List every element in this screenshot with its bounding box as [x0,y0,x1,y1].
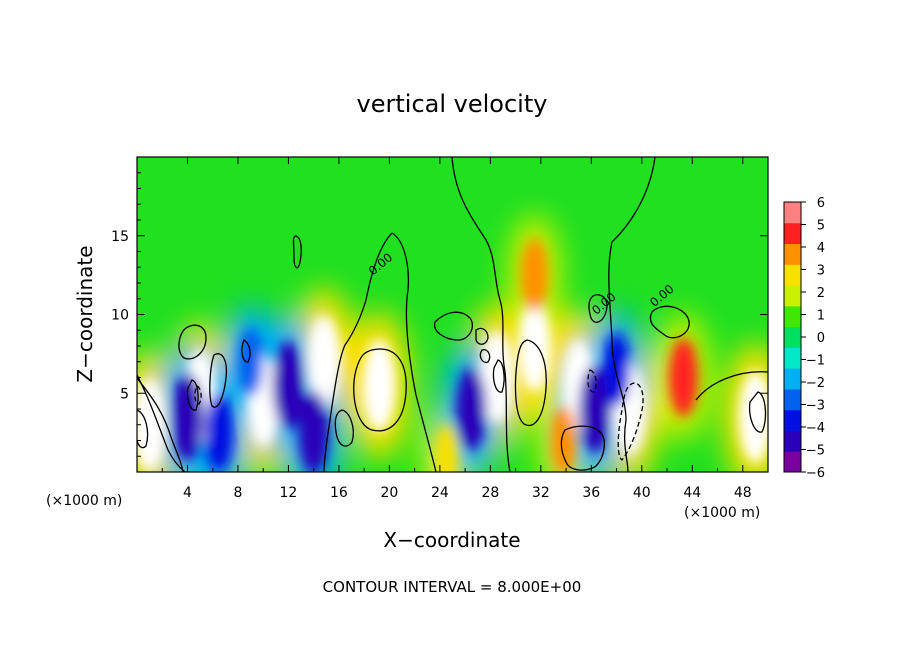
contour-line [209,353,228,408]
y-axis-ticks: 5 10 15 [111,172,768,457]
colorbar-swatch [784,347,801,369]
contour-line-dashed [194,385,202,405]
colorbar-swatch [784,305,801,328]
contour-line [323,232,393,472]
velocity-cell-core [603,332,631,407]
x-tick-label: 44 [683,485,701,501]
contour-line [137,409,149,449]
contour-line [560,425,606,471]
colorbar-swatch [784,285,801,307]
x-tick-label: 40 [633,485,651,501]
colorbar: 6 5 4 3 2 1 0 −1 −2 −3 −4 −5 −6 [783,196,825,481]
colorbar-swatch [784,222,801,245]
velocity-cell-core [237,327,264,397]
x-tick-label: 4 [183,485,192,501]
velocity-cell-core [171,373,204,461]
contour-line-dashed [587,369,597,393]
velocity-cell-core [204,393,234,472]
contour-line [588,294,608,323]
velocity-cell-core [550,405,577,472]
velocity-cell-core [579,365,612,453]
y-tick-label: 5 [120,386,129,402]
colorbar-swatch [784,430,801,452]
x-tick-label: 16 [330,485,348,501]
y-tick-label: 15 [111,229,129,245]
x-axis-ticks: 4 8 12 16 20 24 28 32 36 40 44 48 [161,157,752,501]
x-tick-label: 20 [380,485,398,501]
colorbar-swatch [784,243,801,265]
colorbar-swatch [784,409,801,431]
velocity-cell-core [738,370,768,464]
velocity-cell-core [306,315,341,408]
velocity-cell-core [272,341,305,430]
x-tick-label: 28 [481,485,499,501]
plot-area: 0.000.00 0.00 [137,157,768,472]
colorbar-tick-label: 3 [817,264,825,279]
colorbar-tick-label: −6 [806,466,825,481]
x-tick-label: 36 [582,485,600,501]
contour-line [334,409,354,447]
velocity-cell-core [669,338,698,417]
contour-line [479,349,491,363]
contour-line [608,157,656,472]
colorbar-tick-label: 0 [817,331,825,346]
contour-line [178,324,207,360]
contour-line [748,391,767,433]
colorbar-tick-label: −5 [806,444,825,459]
colorbar-tick-label: 5 [817,219,825,234]
x-tick-label: 32 [532,485,550,501]
y-tick-label: 10 [111,308,129,324]
colorbar-tick-label: −1 [806,354,825,369]
x-tick-label: 48 [734,485,752,501]
contour-line [391,232,437,472]
x-axis-label: X−coordinate [383,528,520,552]
x-unit-label-right: (×1000 m) [684,505,760,521]
colorbar-tick-label: 4 [817,241,825,256]
colorbar-tick-label: −4 [806,421,825,436]
colorbar-swatch [784,368,801,390]
velocity-cell-core [456,367,487,451]
contour-line [353,348,407,432]
contour-line [475,327,489,345]
contour-line [433,311,473,341]
velocity-cell-core [434,424,459,472]
x-tick-label: 8 [233,485,242,501]
x-unit-label-left: (×1000 m) [46,493,122,509]
contour-line-dashed [617,382,644,461]
contour-line [514,339,547,427]
velocity-cell-core [517,299,552,393]
colorbar-swatch [784,202,801,224]
colorbar-swatch [784,388,801,411]
contour-line [241,339,251,363]
contour-line [451,157,511,472]
x-tick-label: 24 [431,485,449,501]
contour-line [695,371,768,401]
colorbar-swatch [784,451,801,473]
contour-line [137,374,186,472]
contour-line [137,377,184,472]
colorbar-tick-label: 2 [817,286,825,301]
colorbar-tick-label: 6 [817,196,825,211]
velocity-cell-core [479,331,514,424]
colorbar-tick-label: −2 [806,376,825,391]
contour-line [492,359,505,393]
velocity-cell-core [362,339,397,432]
contour-interval-footer: CONTOUR INTERVAL = 8.000E+00 [323,578,582,596]
velocity-cell-core [298,391,329,472]
y-axis-label: Z−coordinate [73,245,97,382]
colorbar-swatch [784,326,801,348]
colorbar-tick-label: −3 [806,399,825,414]
chart-title: vertical velocity [357,90,548,118]
contour-line [292,235,302,269]
contour-line [649,305,690,339]
colorbar-swatch [784,264,801,286]
velocity-cell-core [520,238,549,312]
x-tick-label: 12 [280,485,298,501]
zero-contours [137,157,768,472]
colorbar-tick-label: 1 [817,309,825,324]
contour-line [186,379,199,411]
